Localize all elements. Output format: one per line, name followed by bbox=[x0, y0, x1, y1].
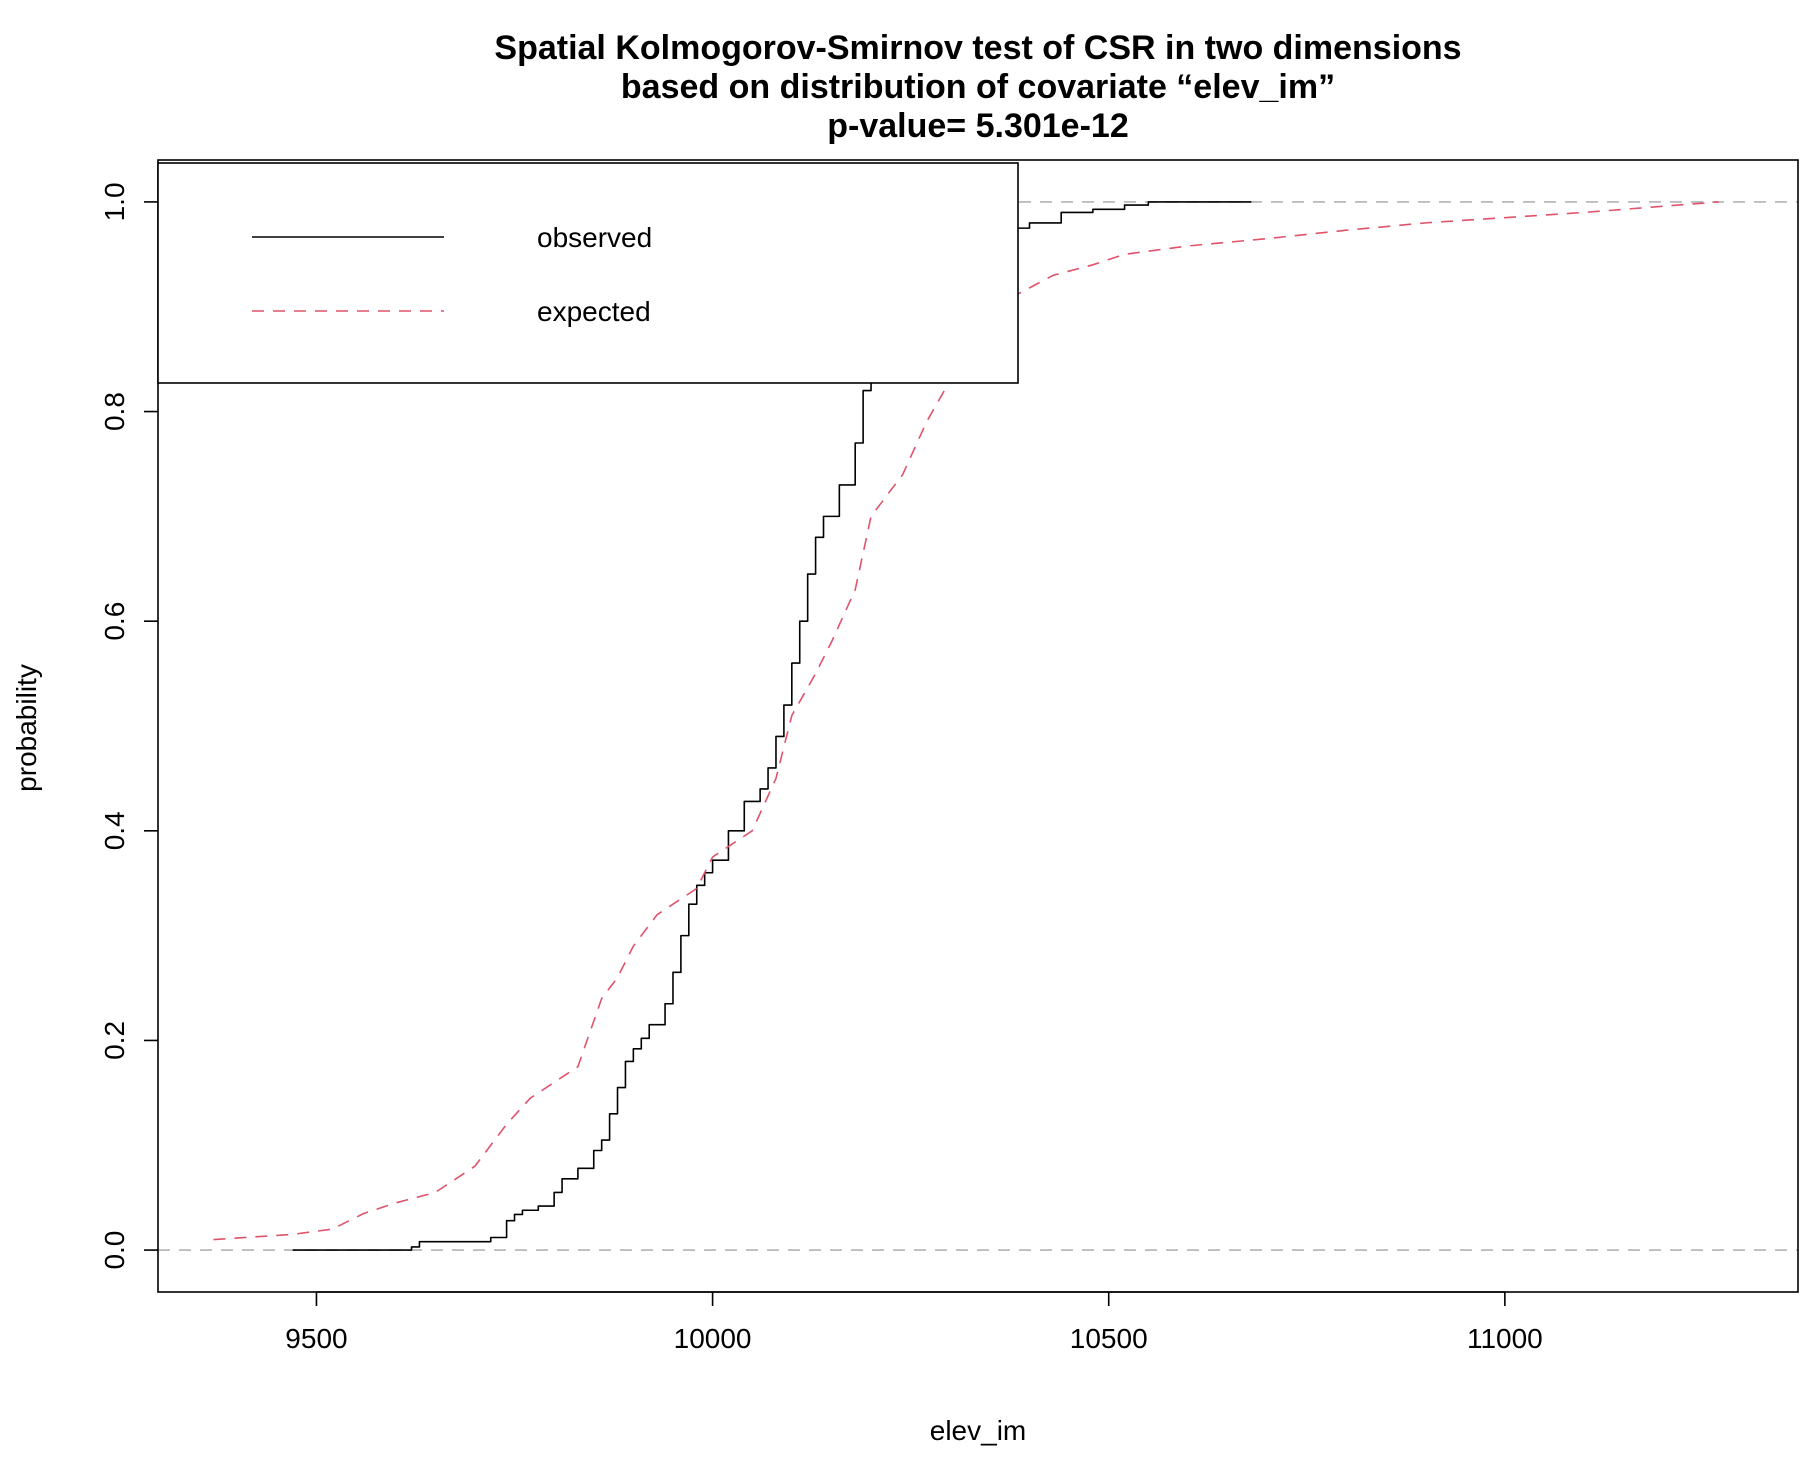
title-line-3: p-value= 5.301e-12 bbox=[827, 107, 1128, 145]
x-tick-label: 9500 bbox=[285, 1323, 347, 1354]
y-tick-label: 0.2 bbox=[99, 1021, 130, 1060]
title-line-1: Spatial Kolmogorov-Smirnov test of CSR i… bbox=[494, 29, 1461, 67]
y-tick-label: 1.0 bbox=[99, 182, 130, 221]
legend-observed-label: observed bbox=[537, 222, 652, 253]
legend: observed expected bbox=[157, 162, 1019, 384]
y-tick-label: 0.6 bbox=[99, 602, 130, 641]
series-expected-line bbox=[213, 201, 1719, 1241]
x-tick-label: 10000 bbox=[674, 1323, 752, 1354]
x-axis-label: elev_im bbox=[930, 1415, 1026, 1446]
legend-box bbox=[157, 162, 1019, 384]
y-tick-label: 0.8 bbox=[99, 392, 130, 431]
x-axis: 9500 10000 10500 11000 bbox=[285, 1291, 1543, 1354]
y-tick-label: 0.4 bbox=[99, 811, 130, 850]
y-axis-label: probability bbox=[11, 664, 42, 792]
chart-title: Spatial Kolmogorov-Smirnov test of CSR i… bbox=[494, 29, 1461, 145]
y-axis: 0.0 0.2 0.4 0.6 0.8 1.0 bbox=[99, 182, 158, 1270]
x-tick-label: 11000 bbox=[1467, 1323, 1543, 1354]
title-line-2: based on distribution of covariate “elev… bbox=[621, 68, 1335, 106]
legend-expected-label: expected bbox=[537, 296, 651, 327]
x-tick-label: 10500 bbox=[1070, 1323, 1148, 1354]
y-tick-label: 0.0 bbox=[99, 1231, 130, 1270]
